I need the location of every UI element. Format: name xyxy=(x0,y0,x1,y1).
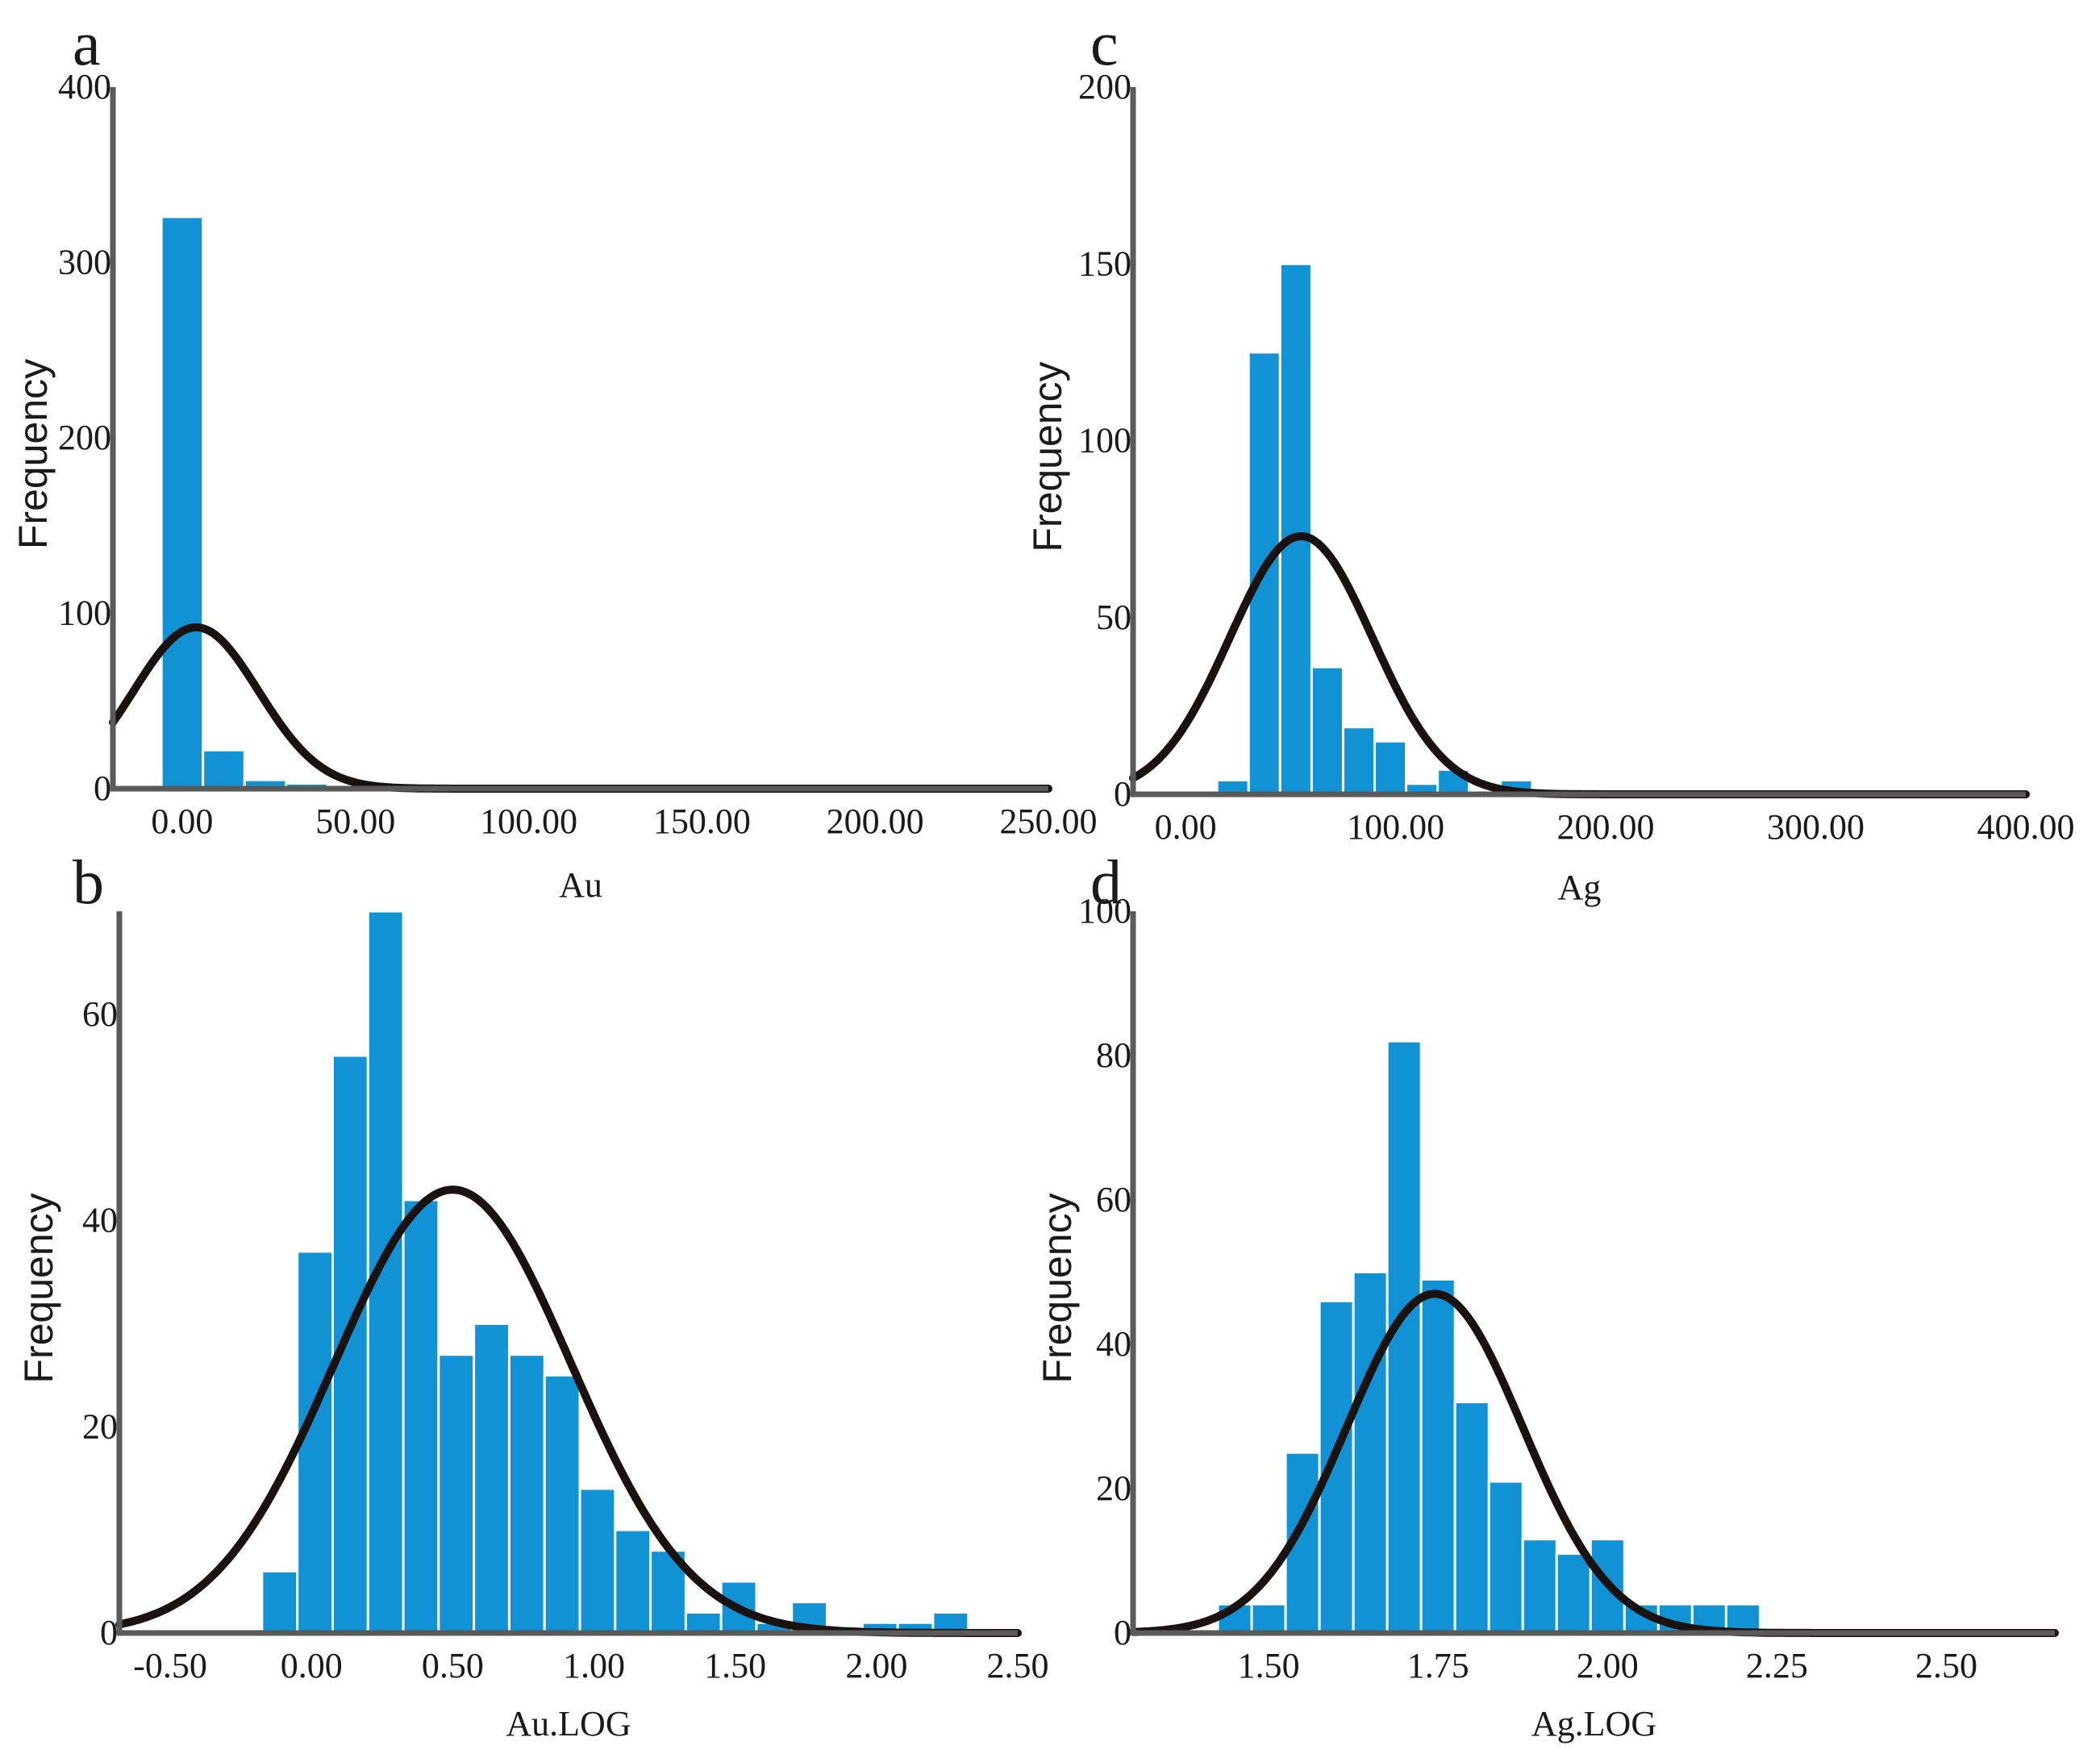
panel-letter: b xyxy=(73,847,104,917)
x-tick-label: 100.00 xyxy=(480,802,577,841)
y-axis-title: Frequency xyxy=(1025,361,1070,552)
x-tick-label: 100.00 xyxy=(1347,807,1444,847)
x-tick-label: 2.50 xyxy=(987,1646,1049,1685)
x-tick-label: -0.50 xyxy=(133,1646,207,1685)
histogram-bar xyxy=(437,1353,476,1635)
histogram-bar xyxy=(1310,665,1344,796)
histogram-bar xyxy=(1341,726,1377,796)
x-tick-label: 0.00 xyxy=(151,802,213,841)
histogram-bar xyxy=(1555,1552,1592,1635)
y-tick-label: 200 xyxy=(1078,67,1131,106)
x-tick-label: 0.00 xyxy=(281,1646,343,1685)
y-tick-label: 20 xyxy=(82,1406,118,1446)
x-axis-title: Au xyxy=(559,865,602,905)
y-tick-label: 100 xyxy=(1078,421,1131,460)
x-tick-label: 2.50 xyxy=(1915,1646,1977,1685)
x-tick-label: 1.50 xyxy=(1238,1646,1300,1685)
y-tick-label: 300 xyxy=(58,243,111,282)
histogram-bar xyxy=(543,1373,581,1635)
histogram-bar xyxy=(1278,262,1313,796)
histogram-bar xyxy=(1352,1271,1389,1635)
y-axis-title: Frequency xyxy=(10,359,56,549)
y-tick-label: 20 xyxy=(1096,1468,1131,1508)
y-tick-label: 80 xyxy=(1096,1035,1131,1075)
x-axis-title: Ag xyxy=(1558,868,1602,907)
x-tick-label: 2.25 xyxy=(1746,1646,1808,1685)
histogram-bar xyxy=(1419,1277,1456,1635)
panel-c-ag-histogram: c 0 50 100 150 200 0.00 100.00 200.00 300.00 400.0… xyxy=(1025,8,2075,907)
panel-letter: a xyxy=(73,8,101,78)
x-tick-label: 0.00 xyxy=(1155,807,1217,847)
y-tick-label: 0 xyxy=(94,769,111,808)
histogram-bar xyxy=(1373,739,1408,796)
y-tick-label: 40 xyxy=(82,1201,118,1240)
x-tick-label: 0.50 xyxy=(422,1646,484,1685)
y-tick-label: 40 xyxy=(1096,1324,1131,1364)
y-tick-label: 400 xyxy=(58,67,111,106)
histogram-bar xyxy=(614,1528,652,1635)
y-tick-label: 0 xyxy=(100,1613,118,1652)
histogram-bar xyxy=(1453,1401,1490,1635)
y-tick-label: 100 xyxy=(1078,891,1131,931)
histogram-bar xyxy=(402,1198,440,1635)
histogram-bar xyxy=(1487,1480,1524,1635)
panel-letter: c xyxy=(1090,8,1119,78)
x-axis-title: Ag.LOG xyxy=(1531,1704,1656,1743)
y-tick-label: 0 xyxy=(1114,774,1131,814)
histogram-bar xyxy=(160,215,205,790)
y-tick-label: 50 xyxy=(1096,598,1131,637)
y-tick-label: 60 xyxy=(82,994,118,1034)
x-tick-label: 400.00 xyxy=(1977,807,2075,847)
histogram-bar xyxy=(507,1353,546,1635)
panel-letter: d xyxy=(1090,847,1122,917)
histogram-bar xyxy=(473,1322,510,1635)
x-tick-label: 2.00 xyxy=(1577,1646,1639,1685)
x-tick-label: 50.00 xyxy=(315,802,395,841)
histogram-bar xyxy=(331,1054,369,1635)
x-tick-label: 150.00 xyxy=(653,802,751,841)
y-axis-title: Frequency xyxy=(1035,1193,1080,1383)
y-tick-label: 60 xyxy=(1096,1180,1131,1219)
x-tick-label: 1.00 xyxy=(563,1646,625,1685)
panel-a-au-histogram: a 0 100 200 300 400 0.00 50.00 100.00 150.00 200.0… xyxy=(10,8,1098,905)
histogram-bar xyxy=(684,1610,723,1635)
histogram-bar xyxy=(202,748,246,790)
x-tick-label: 200.00 xyxy=(1557,807,1655,847)
x-tick-label: 1.50 xyxy=(704,1646,766,1685)
x-tick-label: 300.00 xyxy=(1767,807,1865,847)
panel-b-au-log-histogram: b 0 20 40 60 -0.50 0.00 0.50 1.00 1.50 2.00 2.50 Au.… xyxy=(16,847,1049,1743)
x-axis-title: Au.LOG xyxy=(506,1704,631,1743)
histogram-bar xyxy=(578,1487,617,1635)
histogram-bar xyxy=(1521,1538,1558,1635)
y-tick-label: 0 xyxy=(1114,1613,1131,1652)
x-tick-label: 250.00 xyxy=(1000,802,1098,841)
x-tick-label: 200.00 xyxy=(827,802,924,841)
y-tick-label: 100 xyxy=(58,594,111,633)
y-tick-label: 200 xyxy=(58,418,111,457)
histogram-bar xyxy=(1250,1602,1287,1635)
histogram-bar xyxy=(1318,1299,1355,1635)
histogram-bar xyxy=(260,1569,299,1635)
x-tick-label: 1.75 xyxy=(1407,1646,1469,1685)
panel-d-ag-log-histogram: d 0 20 40 60 80 100 1.50 1.75 2.00 2.25 2.50 Ag.LOG F… xyxy=(1035,847,2059,1743)
x-tick-label: 2.00 xyxy=(845,1646,907,1685)
y-axis-title: Frequency xyxy=(16,1193,61,1383)
y-tick-label: 150 xyxy=(1078,244,1131,283)
